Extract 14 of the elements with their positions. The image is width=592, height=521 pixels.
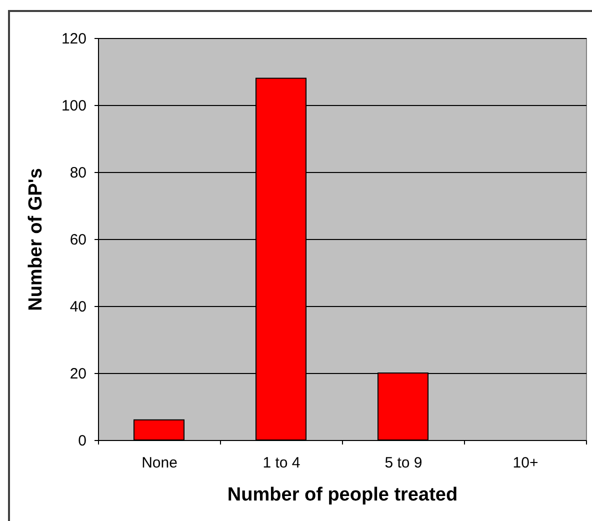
y-tick-label: 60 — [70, 232, 86, 248]
x-tick-label: 10+ — [512, 454, 538, 472]
x-tick-label: 1 to 4 — [262, 454, 300, 472]
y-tick-label: 120 — [61, 30, 86, 48]
y-axis-title: Number of GP's — [25, 168, 46, 311]
x-axis-title: Number of people treated — [227, 484, 458, 506]
x-tick-label: None — [142, 454, 178, 472]
y-tick-label: 0 — [78, 432, 86, 450]
y-tick-label: 100 — [61, 98, 86, 114]
y-tick-label: 20 — [70, 366, 86, 382]
y-tick-label: 40 — [70, 298, 86, 316]
y-tick-label: 80 — [70, 164, 86, 182]
x-tick-label: 5 to 9 — [384, 454, 422, 472]
bar — [133, 419, 185, 440]
